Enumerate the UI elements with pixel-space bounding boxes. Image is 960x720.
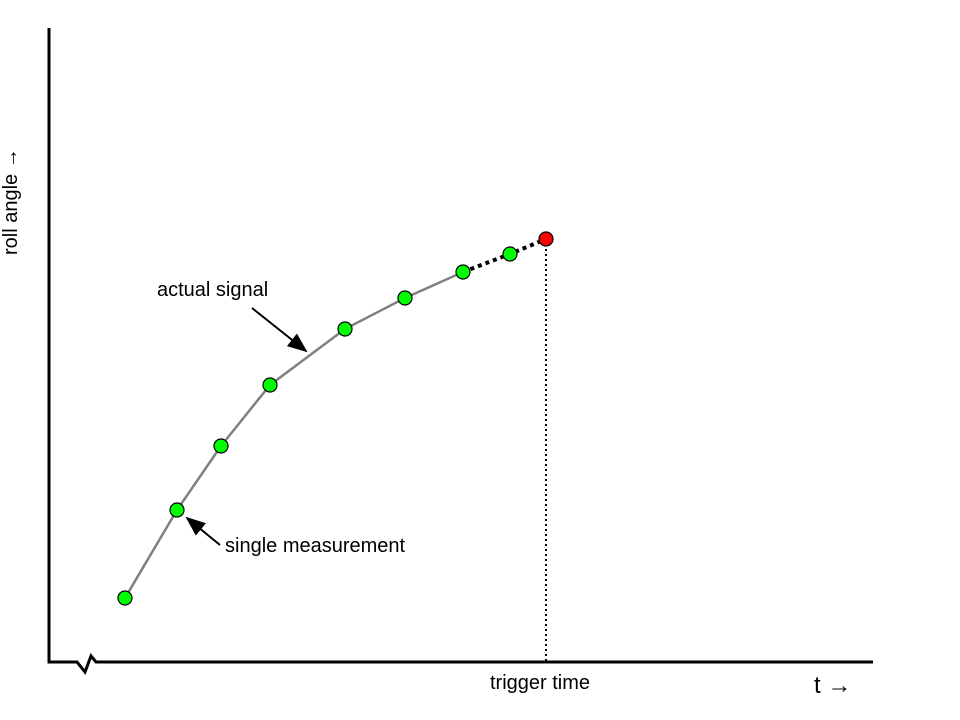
measurement-point — [117, 590, 133, 606]
annotation-actual-signal: actual signal — [157, 279, 269, 301]
axes — [47, 28, 873, 675]
annotation-single-measurement: single measurement — [225, 535, 406, 557]
annotation-trigger-time: trigger time — [490, 672, 591, 694]
measurement-point — [455, 264, 471, 280]
single-measurement-arrow — [185, 516, 221, 546]
measurement-point — [213, 438, 229, 454]
y-axis-label: roll angle → — [0, 148, 22, 255]
trigger-point — [538, 231, 554, 247]
x-axis-label: t → — [814, 672, 852, 699]
actual-signal-arrow — [251, 307, 308, 353]
measurement-point — [397, 290, 413, 306]
measurement-point — [262, 377, 278, 393]
measurement-point — [169, 502, 185, 518]
measurement-point — [337, 321, 353, 337]
measurement-point — [502, 246, 518, 262]
